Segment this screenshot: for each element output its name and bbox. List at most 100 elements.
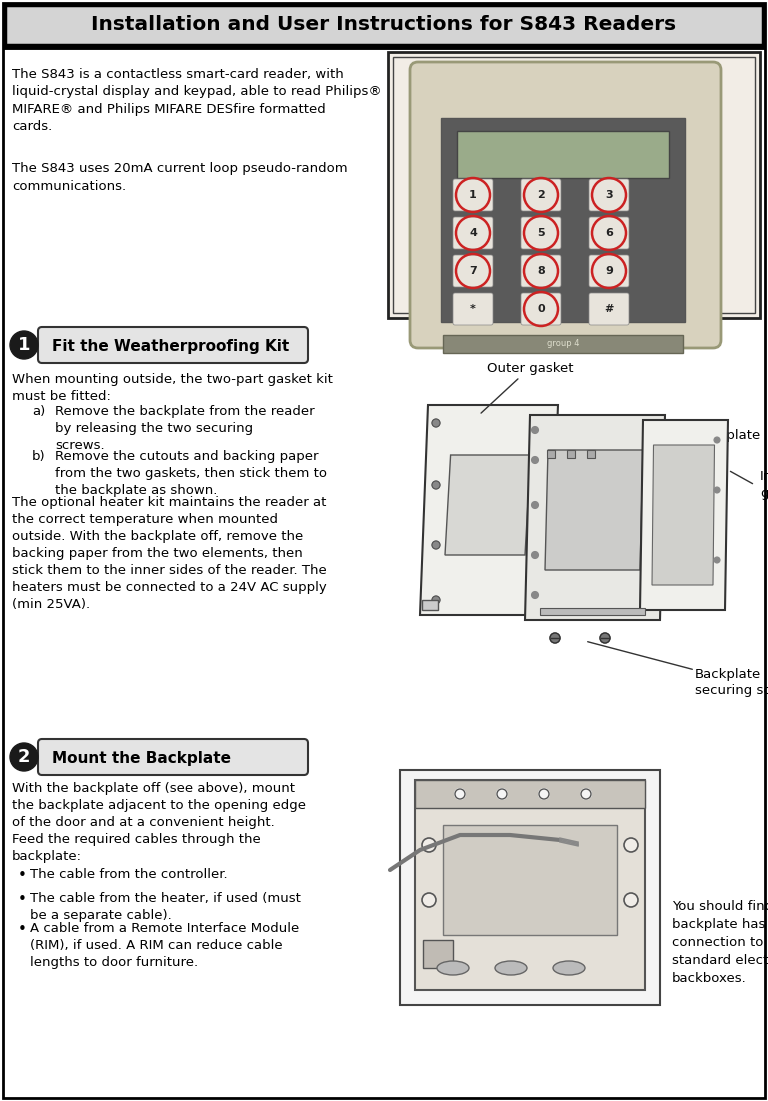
Circle shape bbox=[497, 789, 507, 799]
Text: •: • bbox=[18, 922, 27, 937]
FancyBboxPatch shape bbox=[521, 255, 561, 287]
Text: The optional heater kit maintains the reader at
the correct temperature when mou: The optional heater kit maintains the re… bbox=[12, 495, 326, 611]
FancyBboxPatch shape bbox=[410, 62, 721, 348]
Text: 3: 3 bbox=[605, 190, 613, 200]
Polygon shape bbox=[445, 455, 531, 555]
Circle shape bbox=[531, 552, 538, 558]
Text: 2: 2 bbox=[18, 748, 30, 766]
Text: 6: 6 bbox=[605, 228, 613, 238]
FancyBboxPatch shape bbox=[589, 179, 629, 211]
Text: Backplate: Backplate bbox=[695, 428, 761, 442]
Circle shape bbox=[714, 557, 720, 563]
FancyBboxPatch shape bbox=[521, 217, 561, 249]
Circle shape bbox=[624, 893, 638, 907]
Circle shape bbox=[539, 789, 549, 799]
FancyBboxPatch shape bbox=[453, 217, 493, 249]
Polygon shape bbox=[525, 415, 665, 620]
Circle shape bbox=[432, 541, 440, 549]
Polygon shape bbox=[640, 419, 728, 610]
FancyBboxPatch shape bbox=[587, 450, 595, 458]
Ellipse shape bbox=[437, 961, 469, 975]
FancyBboxPatch shape bbox=[388, 52, 760, 318]
Circle shape bbox=[531, 591, 538, 599]
Text: 1: 1 bbox=[18, 336, 30, 355]
Polygon shape bbox=[652, 445, 714, 585]
Text: 0: 0 bbox=[537, 304, 545, 314]
FancyBboxPatch shape bbox=[443, 825, 617, 935]
Text: Outer gasket: Outer gasket bbox=[487, 362, 573, 375]
FancyBboxPatch shape bbox=[453, 179, 493, 211]
Text: Inner
gasket: Inner gasket bbox=[760, 470, 768, 500]
Text: Fit the Weatherproofing Kit: Fit the Weatherproofing Kit bbox=[52, 338, 290, 353]
Circle shape bbox=[432, 481, 440, 489]
Text: #: # bbox=[604, 304, 614, 314]
FancyBboxPatch shape bbox=[457, 131, 669, 178]
Ellipse shape bbox=[495, 961, 527, 975]
Polygon shape bbox=[422, 600, 438, 610]
Circle shape bbox=[422, 838, 436, 852]
Text: Installation and User Instructions for S843 Readers: Installation and User Instructions for S… bbox=[91, 15, 677, 34]
Circle shape bbox=[455, 789, 465, 799]
Text: 7: 7 bbox=[469, 266, 477, 276]
Text: •: • bbox=[18, 868, 27, 883]
Text: 9: 9 bbox=[605, 266, 613, 276]
FancyBboxPatch shape bbox=[453, 255, 493, 287]
Circle shape bbox=[432, 596, 440, 604]
FancyBboxPatch shape bbox=[5, 6, 763, 45]
Text: When mounting outside, the two-part gasket kit
must be fitted:: When mounting outside, the two-part gask… bbox=[12, 373, 333, 403]
FancyBboxPatch shape bbox=[441, 118, 685, 321]
FancyBboxPatch shape bbox=[567, 450, 575, 458]
Circle shape bbox=[714, 437, 720, 443]
Text: 1: 1 bbox=[469, 190, 477, 200]
Text: You should find that the
backplate has holes for
connection to most
standard ele: You should find that the backplate has h… bbox=[672, 900, 768, 985]
Text: *: * bbox=[470, 304, 476, 314]
Text: group 4: group 4 bbox=[547, 339, 579, 349]
FancyBboxPatch shape bbox=[521, 293, 561, 325]
FancyBboxPatch shape bbox=[38, 739, 308, 775]
Text: Remove the backplate from the reader
by releasing the two securing
screws.: Remove the backplate from the reader by … bbox=[55, 405, 315, 453]
Polygon shape bbox=[420, 405, 558, 615]
FancyBboxPatch shape bbox=[423, 940, 453, 968]
Text: A cable from a Remote Interface Module
(RIM), if used. A RIM can reduce cable
le: A cable from a Remote Interface Module (… bbox=[30, 922, 300, 969]
Text: With the backplate off (see above), mount
the backplate adjacent to the opening : With the backplate off (see above), moun… bbox=[12, 782, 306, 863]
FancyBboxPatch shape bbox=[521, 179, 561, 211]
Circle shape bbox=[531, 501, 538, 509]
Text: Backplate
securing screws: Backplate securing screws bbox=[695, 668, 768, 697]
Text: Remove the cutouts and backing paper
from the two gaskets, then stick them to
th: Remove the cutouts and backing paper fro… bbox=[55, 450, 327, 497]
FancyBboxPatch shape bbox=[443, 335, 683, 353]
Circle shape bbox=[600, 633, 610, 643]
Circle shape bbox=[624, 838, 638, 852]
Text: 8: 8 bbox=[537, 266, 545, 276]
Text: The cable from the controller.: The cable from the controller. bbox=[30, 868, 227, 881]
Circle shape bbox=[432, 419, 440, 427]
Text: The S843 is a contactless smart-card reader, with
liquid-crystal display and key: The S843 is a contactless smart-card rea… bbox=[12, 68, 382, 133]
FancyBboxPatch shape bbox=[547, 450, 555, 458]
FancyBboxPatch shape bbox=[589, 217, 629, 249]
Text: 4: 4 bbox=[469, 228, 477, 238]
Text: b): b) bbox=[32, 450, 45, 464]
Text: The cable from the heater, if used (must
be a separate cable).: The cable from the heater, if used (must… bbox=[30, 892, 301, 922]
Ellipse shape bbox=[553, 961, 585, 975]
Circle shape bbox=[10, 743, 38, 771]
Text: Mount the Backplate: Mount the Backplate bbox=[52, 751, 231, 765]
Circle shape bbox=[714, 487, 720, 493]
Circle shape bbox=[422, 893, 436, 907]
Text: The S843 uses 20mA current loop pseudo-random
communications.: The S843 uses 20mA current loop pseudo-r… bbox=[12, 162, 348, 193]
Circle shape bbox=[10, 331, 38, 359]
Circle shape bbox=[550, 633, 560, 643]
Circle shape bbox=[581, 789, 591, 799]
FancyBboxPatch shape bbox=[400, 770, 660, 1005]
FancyBboxPatch shape bbox=[38, 327, 308, 363]
Text: a): a) bbox=[32, 405, 45, 418]
Circle shape bbox=[531, 457, 538, 464]
FancyBboxPatch shape bbox=[415, 780, 645, 990]
FancyBboxPatch shape bbox=[589, 293, 629, 325]
Circle shape bbox=[531, 426, 538, 434]
Text: 5: 5 bbox=[537, 228, 545, 238]
FancyBboxPatch shape bbox=[453, 293, 493, 325]
Polygon shape bbox=[540, 608, 645, 615]
Text: 2: 2 bbox=[537, 190, 545, 200]
FancyBboxPatch shape bbox=[589, 255, 629, 287]
Polygon shape bbox=[545, 450, 643, 570]
FancyBboxPatch shape bbox=[415, 780, 645, 808]
